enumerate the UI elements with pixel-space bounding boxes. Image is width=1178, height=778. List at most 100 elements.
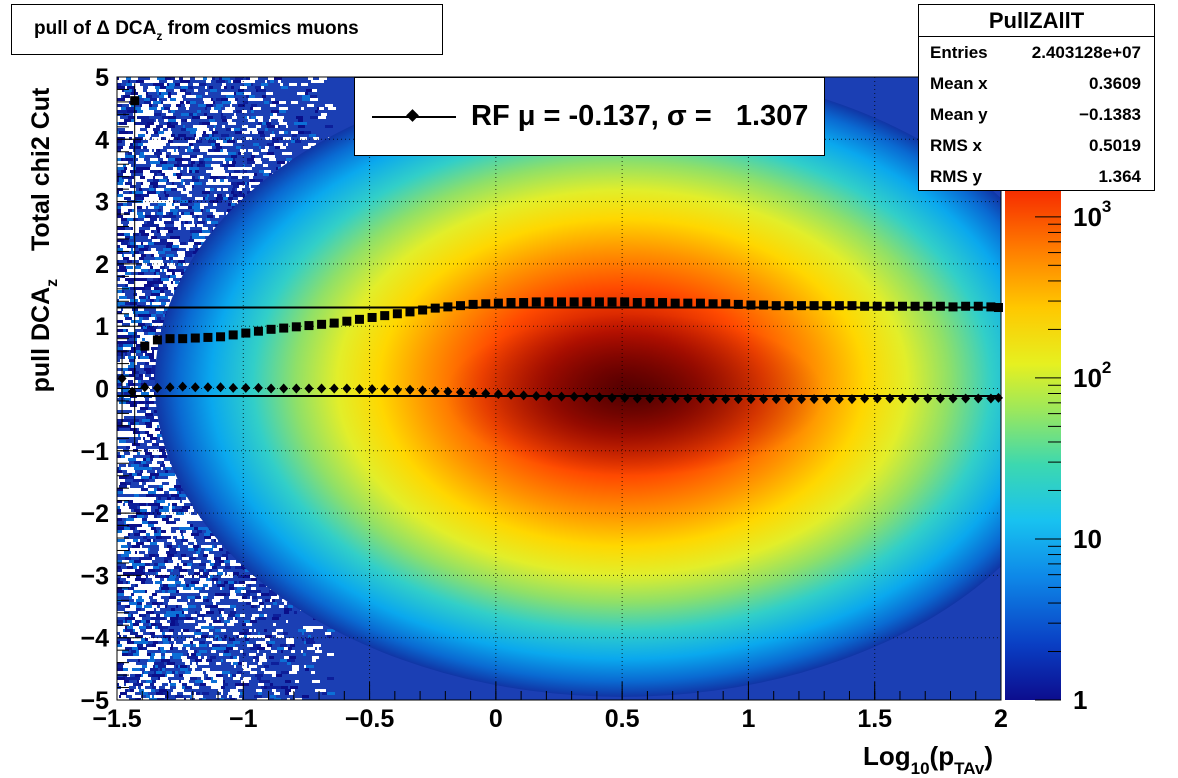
sparse-bin [178, 209, 186, 212]
sparse-bin [286, 158, 292, 161]
sparse-bin [323, 89, 325, 92]
sparse-bin [141, 146, 143, 149]
sparse-bin [160, 227, 164, 230]
sparse-bin [244, 152, 252, 155]
sparse-bin [284, 104, 292, 107]
sparse-bin [147, 89, 154, 92]
sparse-bin [146, 206, 148, 209]
sparse-bin [123, 215, 130, 218]
sparse-bin [151, 251, 158, 254]
sparse-bin [174, 128, 181, 131]
sparse-bin [120, 278, 125, 281]
sparse-bin [245, 164, 249, 167]
sparse-bin [319, 80, 324, 83]
sparse-bin [228, 179, 236, 182]
sparse-bin [135, 194, 141, 197]
sparse-bin [213, 179, 216, 182]
sparse-bin [165, 293, 173, 296]
sparse-bin [254, 173, 257, 176]
sparse-bin [184, 215, 192, 218]
sparse-bin [313, 83, 321, 86]
sparse-bin [189, 167, 195, 170]
sparse-bin [190, 227, 194, 230]
sparse-bin [143, 137, 147, 140]
sparse-bin [181, 86, 188, 89]
sparse-bin [117, 371, 123, 374]
sparse-bin [199, 158, 204, 161]
sparse-bin [250, 107, 253, 110]
sparse-bin [268, 128, 275, 131]
sparse-bin [221, 158, 225, 161]
sparse-bin [138, 245, 144, 248]
sparse-bin [122, 176, 128, 179]
sparse-bin [169, 155, 174, 158]
sparse-bin [150, 266, 153, 269]
sparse-bin [274, 164, 276, 167]
sparse-bin [161, 101, 163, 104]
sparse-bin [208, 149, 214, 152]
sparse-bin [171, 104, 176, 107]
sparse-bin [163, 209, 170, 212]
sparse-bin [219, 137, 226, 140]
sparse-bin [150, 161, 156, 164]
sparse-bin [209, 119, 215, 122]
sparse-bin [232, 116, 237, 119]
sparse-bin [165, 266, 167, 269]
sparse-bin [149, 377, 157, 380]
sparse-bin [256, 125, 261, 128]
sparse-bin [232, 188, 235, 191]
sparse-bin [318, 110, 326, 113]
sparse-bin [190, 182, 194, 185]
sparse-bin [194, 146, 199, 149]
sparse-bin [180, 236, 188, 239]
sparse-bin [187, 149, 193, 152]
sparse-bin [124, 374, 129, 377]
sparse-bin [197, 221, 205, 224]
sparse-bin [132, 317, 139, 320]
sparse-bin [267, 80, 270, 83]
sparse-bin [158, 167, 162, 170]
sparse-bin [177, 188, 183, 191]
sparse-bin [148, 341, 155, 344]
sparse-bin [160, 128, 163, 131]
sparse-bin [153, 179, 159, 182]
sparse-bin [150, 389, 153, 392]
sparse-bin [219, 170, 225, 173]
sparse-bin [207, 173, 211, 176]
sparse-bin [198, 236, 205, 239]
sparse-bin [234, 92, 236, 95]
sparse-bin [117, 110, 125, 113]
sparse-bin [248, 131, 250, 134]
sparse-bin [246, 137, 252, 140]
sparse-bin [199, 146, 205, 149]
sparse-bin [125, 317, 132, 320]
sparse-bin [238, 89, 244, 92]
sparse-bin [202, 95, 210, 98]
sparse-bin [133, 143, 135, 146]
sparse-bin [276, 164, 281, 167]
sparse-bin [255, 80, 257, 83]
sparse-bin [160, 260, 163, 263]
sparse-bin [264, 101, 269, 104]
sparse-bin [133, 266, 135, 269]
sparse-bin [262, 122, 266, 125]
sparse-bin [138, 101, 144, 104]
sparse-bin [248, 98, 256, 101]
sparse-bin [178, 257, 184, 260]
sparse-bin [294, 125, 298, 128]
sparse-bin [239, 191, 242, 194]
sparse-bin [230, 146, 236, 149]
sparse-bin [313, 101, 320, 104]
sparse-bin [259, 152, 267, 155]
sparse-bin [148, 386, 152, 389]
sparse-bin [138, 386, 143, 389]
sparse-bin [150, 419, 158, 422]
sparse-bin [163, 281, 171, 284]
sparse-bin [129, 359, 135, 362]
sparse-bin [278, 134, 280, 137]
sparse-bin [144, 218, 150, 221]
sparse-bin [164, 131, 172, 134]
sparse-bin [209, 86, 213, 89]
sparse-bin [198, 218, 202, 221]
sparse-bin [288, 131, 291, 134]
